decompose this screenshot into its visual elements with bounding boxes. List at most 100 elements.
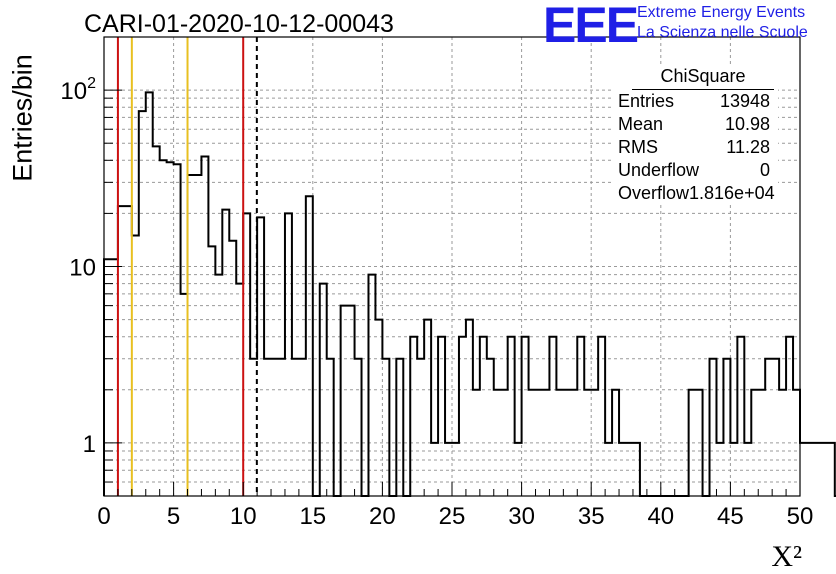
histogram-bin [285, 213, 292, 496]
histogram-bin [355, 359, 362, 496]
histogram-bin [167, 162, 174, 496]
histogram-series [103, 91, 836, 497]
histogram-bin [508, 337, 515, 496]
histogram-bin [737, 337, 744, 496]
histogram-bin [619, 443, 626, 496]
x-tick-label: 45 [717, 503, 744, 530]
histogram-bin [515, 443, 522, 496]
logo-line-2: La Scienza nelle Scuole [637, 24, 808, 41]
histogram-bin [445, 443, 452, 496]
histogram-bin [556, 390, 563, 496]
histogram-bin [577, 337, 584, 496]
chart-title: CARI-01-2020-10-12-00043 [84, 10, 394, 38]
x-axis-label: X² [771, 540, 802, 573]
histogram-bin [396, 359, 403, 496]
histogram-bin [689, 390, 696, 496]
histogram-bin [584, 390, 591, 496]
stats-label: RMS [618, 137, 658, 157]
y-axis-label-box: Entries/bin [6, 48, 40, 188]
histogram-bin [605, 443, 612, 496]
stats-value: 11.28 [726, 137, 770, 157]
eee-logo: EEE [543, 0, 639, 53]
y-tick-label: 102 [60, 75, 96, 105]
histogram-bin [459, 337, 466, 496]
stats-value: 13948 [719, 91, 770, 111]
histogram-bin [368, 275, 375, 496]
stats-value: 0 [759, 160, 770, 180]
x-tick-label: 35 [578, 503, 605, 530]
histogram-bin [125, 206, 132, 496]
histogram-bin [772, 359, 779, 496]
histogram-bin [487, 359, 494, 496]
stats-row: RMS 11.28 [612, 136, 778, 159]
histogram-bin [786, 337, 793, 496]
histogram-bin [570, 390, 577, 496]
x-tick-label: 10 [230, 503, 257, 530]
histogram-bin [779, 390, 786, 496]
y-axis-label: Entries/bin [7, 54, 38, 182]
histogram-bin [118, 206, 125, 496]
histogram-bin [153, 146, 160, 496]
histogram-bin [278, 359, 285, 496]
stats-title: ChiSquare [632, 66, 774, 90]
histogram-bin [536, 390, 543, 496]
x-tick-label: 0 [97, 503, 110, 530]
x-tick-label: 15 [299, 503, 326, 530]
marker-lines [116, 37, 258, 496]
stats-box: ChiSquare Entries 13948 Mean 10.98 RMS 11.2… [612, 66, 778, 205]
histogram-bin [375, 320, 382, 496]
y-tick-label: 1 [83, 431, 96, 458]
histogram-bin [160, 160, 167, 496]
histogram-bin [563, 390, 570, 496]
histogram-bin [758, 390, 765, 496]
histogram-bin [132, 235, 139, 496]
histogram-bin [194, 175, 201, 496]
x-tick-label: 30 [508, 503, 535, 530]
histogram-bin [751, 390, 758, 496]
histogram-bin [529, 390, 536, 496]
stats-label: Mean [618, 114, 664, 134]
histogram-bin [146, 92, 153, 496]
histogram-bin [473, 390, 480, 496]
histogram-bin [814, 443, 821, 496]
histogram-bin [417, 359, 424, 496]
histogram-bin [222, 210, 229, 496]
histogram-bin [765, 359, 772, 496]
x-tick-label: 20 [369, 503, 396, 530]
histogram-bin [181, 294, 188, 496]
axis-ticks: 0 5 10 15 20 25 30 35 40 45 50 1 10 102 [60, 75, 813, 530]
histogram-bin [320, 284, 327, 496]
histogram-bin [306, 196, 313, 496]
histogram-bin [299, 359, 306, 496]
histogram-bin [348, 306, 355, 496]
histogram-bin [612, 390, 619, 496]
stats-row: Entries 13948 [612, 90, 778, 113]
stats-value: 1.816e+04 [689, 183, 775, 203]
stats-label: Underflow [618, 160, 700, 180]
histogram-bin [800, 443, 807, 496]
histogram-bin [438, 337, 445, 496]
x-tick-label: 40 [647, 503, 674, 530]
stats-row: Overflow 1.816e+04 [612, 182, 778, 205]
histogram-bin [598, 337, 605, 496]
histogram-bin [229, 241, 236, 496]
histogram-bin [480, 337, 487, 496]
histogram-bin [410, 337, 417, 496]
histogram-bin [542, 390, 549, 496]
histogram-bin [549, 337, 556, 496]
histogram-bin [723, 359, 730, 496]
histogram-bin [257, 217, 264, 496]
histogram-bin [341, 306, 348, 496]
histogram-bin [174, 164, 181, 496]
histogram-bin [452, 443, 459, 496]
y-tick-label: 10 [69, 255, 96, 282]
x-tick-label: 50 [787, 503, 814, 530]
histogram-bin [327, 359, 334, 496]
histogram-bin [424, 320, 431, 496]
histogram-bin [208, 246, 215, 496]
histogram-bin [821, 443, 828, 496]
logo-line-1: Extreme Energy Events [637, 4, 806, 21]
histogram-bin [201, 157, 208, 496]
histogram-bin [271, 359, 278, 496]
